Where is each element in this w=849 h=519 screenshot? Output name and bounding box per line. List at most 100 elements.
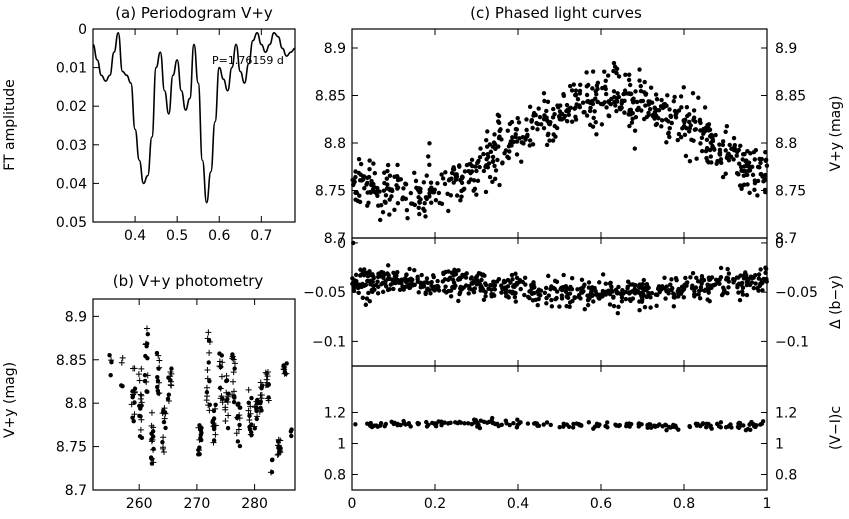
phased-point: [551, 106, 556, 112]
phased-point: [409, 201, 414, 206]
photometry-point: [166, 392, 172, 397]
phased-point: [385, 162, 391, 168]
phased-point: [401, 186, 406, 191]
photometry-point: [161, 419, 167, 425]
phased-point: [546, 131, 551, 136]
y-tick-label: 8.7: [324, 231, 346, 247]
phased-point: [381, 188, 387, 193]
phased-point: [696, 292, 701, 297]
phased-point: [554, 289, 560, 294]
phased-point: [666, 291, 671, 296]
phased-point: [603, 91, 609, 97]
panelC3-ylabel: (V−I)c: [828, 406, 844, 450]
phased-point: [728, 422, 733, 427]
photometry-point: [249, 395, 254, 401]
photometry-point-plus: [231, 360, 238, 367]
phased-point: [585, 302, 591, 308]
phased-point: [572, 295, 577, 300]
phased-point: [436, 190, 442, 196]
phased-point: [676, 287, 681, 293]
phased-point: [475, 424, 480, 429]
phased-point: [529, 291, 535, 296]
phased-point: [417, 211, 422, 217]
photometry-point-plus: [275, 436, 282, 443]
phased-point: [544, 295, 549, 301]
phased-point: [557, 425, 562, 430]
photometry-point-plus: [230, 369, 237, 376]
phased-point: [672, 94, 677, 100]
photometry-point: [211, 408, 217, 414]
phased-point: [697, 119, 703, 124]
phased-point: [722, 288, 727, 294]
phased-point: [372, 423, 377, 428]
phased-point: [623, 72, 628, 78]
phased-point: [619, 299, 625, 304]
panel-b-frame: [92, 298, 296, 491]
phased-point: [435, 181, 440, 186]
phased-point: [554, 295, 559, 301]
phased-point: [712, 282, 718, 287]
phased-point: [753, 424, 758, 430]
photometry-point-plus: [219, 359, 226, 366]
phased-point: [508, 139, 514, 144]
phased-point: [694, 156, 699, 161]
photometry-point-plus: [210, 423, 217, 430]
phased-point: [390, 281, 396, 286]
phased-point: [748, 151, 753, 156]
phased-point: [515, 417, 520, 422]
photometry-point: [247, 424, 252, 430]
phased-point: [593, 89, 598, 94]
phased-point: [612, 99, 617, 105]
phased-point: [573, 88, 579, 93]
photometry-point-plus: [160, 449, 167, 456]
phased-point: [690, 283, 695, 288]
phased-point: [626, 77, 632, 83]
phased-point: [705, 285, 711, 290]
x-tick-label: 0.7: [250, 228, 272, 244]
phased-point: [745, 172, 750, 178]
phased-point: [615, 290, 620, 295]
phased-point: [514, 152, 520, 157]
phased-point: [580, 290, 585, 295]
panel-c-light-curve-vi: (V−I)c0.8 0.81 11.2 1.20 0.2 0.4 0.6 0.8 1: [324, 365, 844, 512]
photometry-point: [265, 383, 270, 388]
phased-point: [656, 108, 662, 113]
phased-point: [707, 299, 712, 304]
photometry-point: [235, 439, 241, 444]
phased-point: [747, 422, 752, 427]
phased-point: [523, 282, 528, 287]
phased-point: [485, 129, 490, 134]
phased-point: [717, 152, 723, 157]
photometry-point: [235, 413, 241, 419]
phased-point: [485, 152, 490, 157]
phased-point: [673, 276, 679, 281]
phased-point: [477, 154, 483, 160]
photometry-point-plus: [138, 392, 145, 399]
x-tick-label: 0.4: [507, 496, 529, 512]
phased-point: [713, 132, 718, 138]
phased-point: [378, 423, 383, 428]
phased-point: [380, 209, 386, 215]
photometry-point: [252, 426, 257, 431]
phased-point: [758, 282, 763, 288]
phased-point: [504, 421, 509, 426]
phased-point: [691, 108, 697, 113]
phased-point: [422, 201, 427, 206]
phased-point: [483, 281, 488, 286]
photometry-point-plus: [218, 393, 225, 400]
phased-point: [544, 301, 549, 306]
photometry-point-plus: [276, 442, 283, 449]
phased-point: [676, 291, 681, 296]
phased-point: [418, 189, 423, 195]
phased-point: [458, 284, 463, 290]
photometry-point-plus: [222, 417, 229, 424]
phased-point: [351, 285, 357, 290]
phased-point: [351, 240, 356, 246]
phased-point: [536, 292, 541, 297]
phased-point: [707, 277, 712, 282]
phased-point: [653, 92, 659, 97]
phased-point: [569, 276, 575, 281]
phased-point: [620, 287, 625, 293]
phased-point: [481, 168, 487, 174]
